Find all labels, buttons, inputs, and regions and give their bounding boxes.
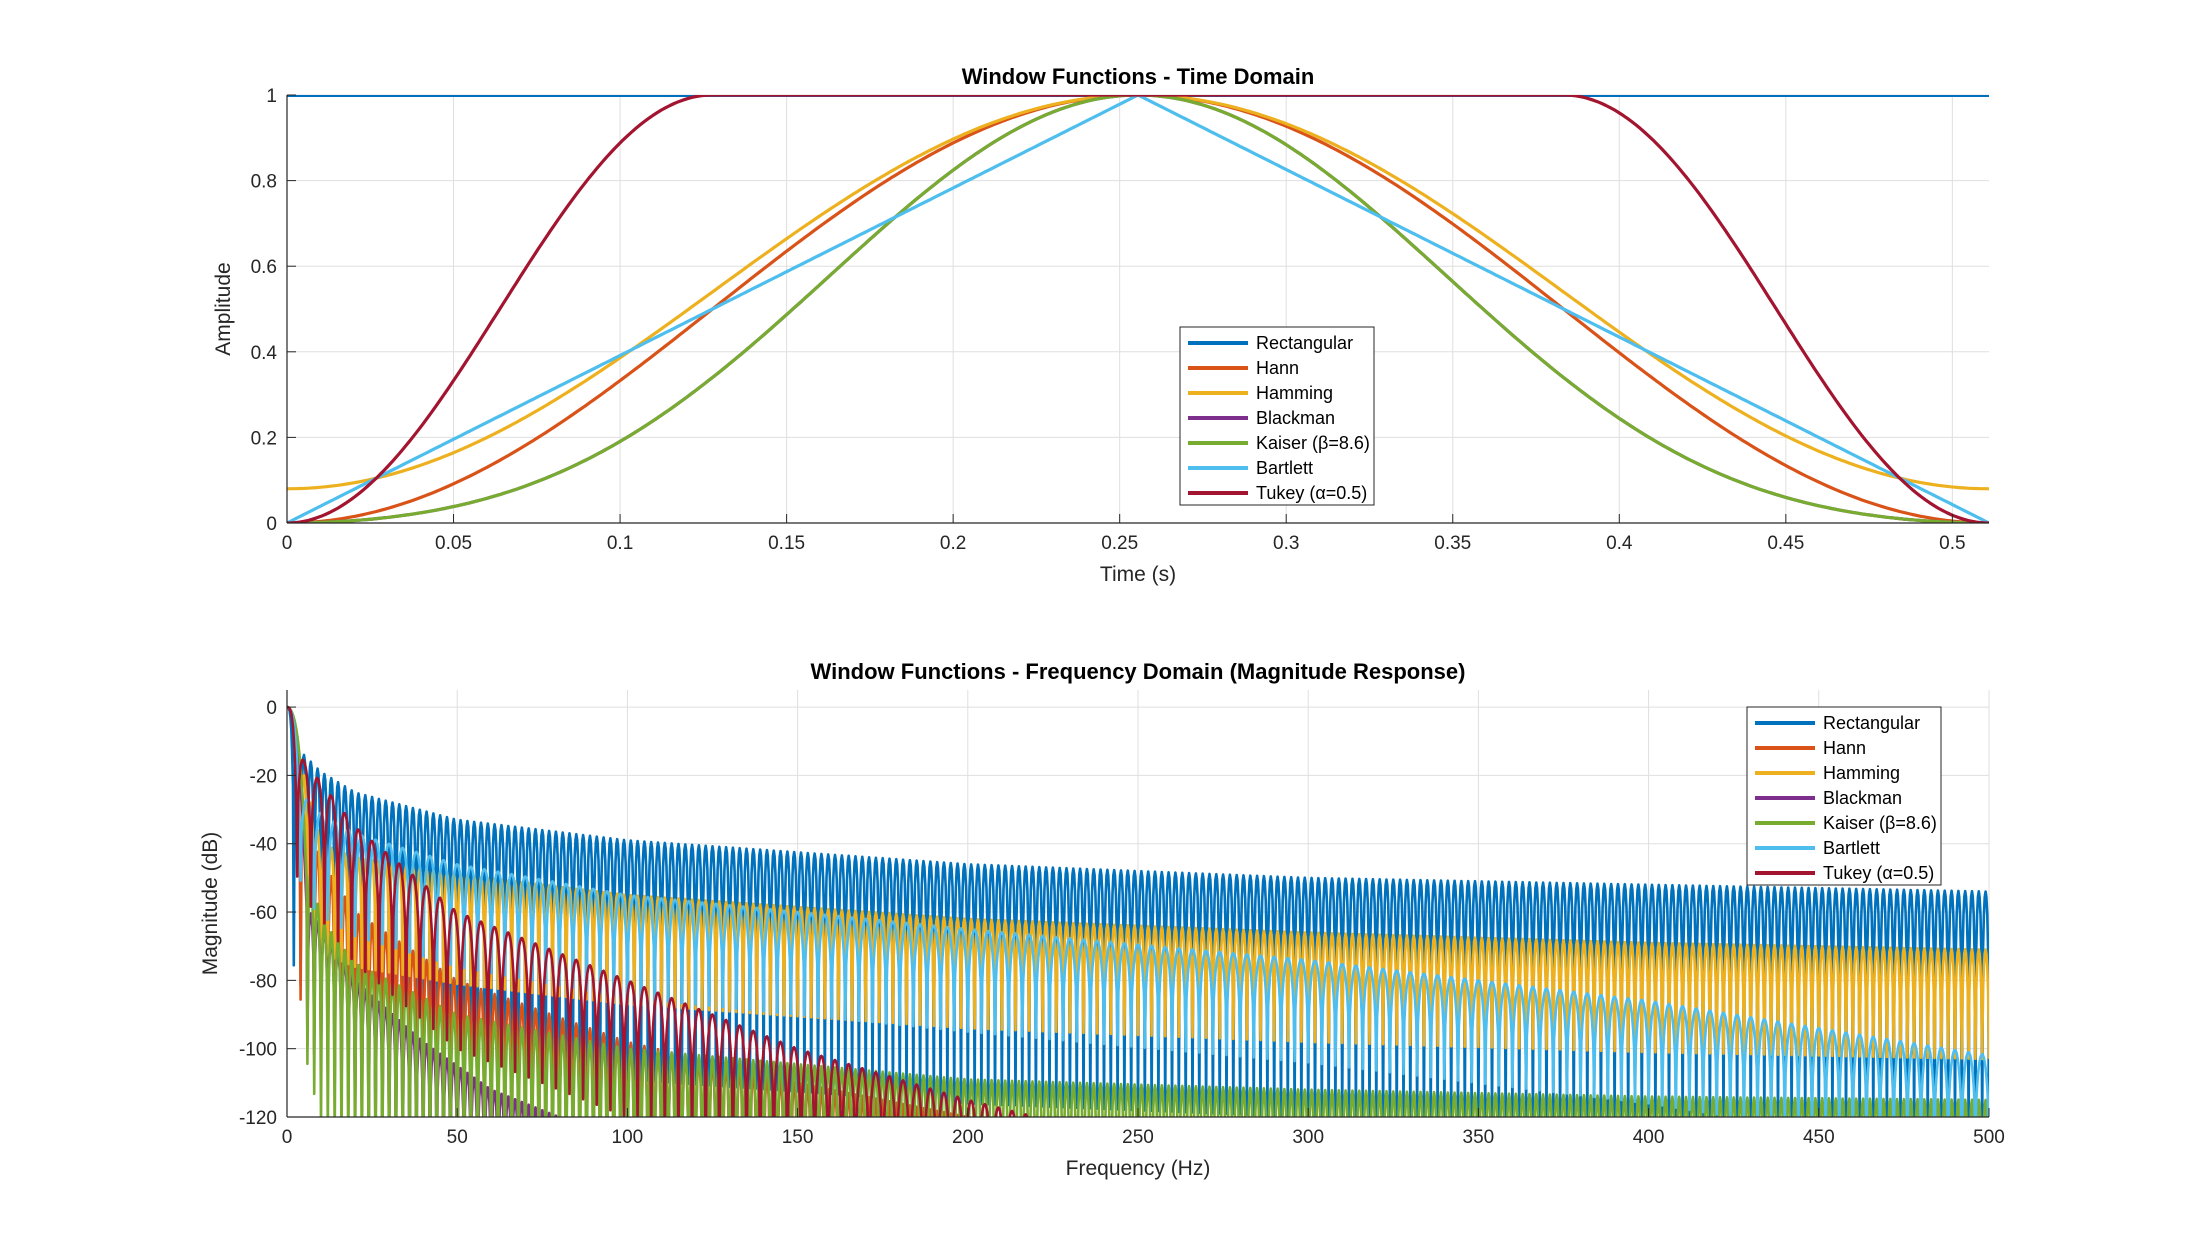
x-tick-label: 0.45: [1767, 533, 1804, 554]
x-tick-label: 0.15: [768, 533, 805, 554]
legend-entry: Tukey (α=0.5): [1823, 863, 1934, 883]
time-domain-chart: 0 0.05 0.1 0.15 0.2 0.25 0.3 0.35 0.4 0.45 0.5 0 0.2…: [212, 64, 1989, 586]
legend-entry: Hamming: [1823, 763, 1900, 783]
y-axis-label: Magnitude (dB): [199, 832, 222, 976]
y-tick-label: 0.6: [251, 257, 277, 278]
y-tick-label: -120: [239, 1108, 277, 1129]
x-tick-label: 150: [782, 1127, 814, 1148]
x-tick-label: 0.5: [1939, 533, 1965, 554]
y-tick-label: -60: [250, 903, 277, 924]
y-tick-label: 0: [266, 514, 277, 535]
x-tick-label: 450: [1803, 1127, 1835, 1148]
x-tick-label: 300: [1292, 1127, 1324, 1148]
chart-title: Window Functions - Frequency Domain (Mag…: [811, 659, 1466, 684]
x-tick-label: 0.2: [940, 533, 966, 554]
legend-entry: Kaiser (β=8.6): [1256, 433, 1370, 453]
legend-entry: Blackman: [1823, 788, 1902, 808]
legend: Rectangular Hann Hamming Blackman Kaiser (β=…: [1179, 326, 1375, 506]
y-tick-label: 0.2: [251, 428, 277, 449]
x-tick-label: 50: [447, 1127, 468, 1148]
legend-entry: Kaiser (β=8.6): [1823, 813, 1937, 833]
series-hamming: [287, 95, 1989, 491]
x-tick-label: 200: [952, 1127, 984, 1148]
x-tick-label: 250: [1122, 1127, 1154, 1148]
x-tick-label: 0: [282, 533, 293, 554]
y-tick-label: -100: [239, 1040, 277, 1061]
x-tick-label: 0.1: [607, 533, 633, 554]
series-tukey-0-5: [287, 705, 1029, 1117]
x-tick-label: 100: [612, 1127, 644, 1148]
series-hann: [287, 95, 1989, 523]
legend-entry: Hamming: [1256, 383, 1333, 403]
plot-area: [287, 95, 1989, 523]
y-tick-label: 0.4: [251, 343, 278, 364]
series-kaiser-8-6: [287, 95, 1989, 523]
legend-entry: Bartlett: [1823, 838, 1880, 858]
x-tick-label: 0.4: [1606, 533, 1633, 554]
legend: Rectangular Hann Hamming Blackman Kaiser (β=…: [1746, 706, 1942, 886]
y-tick-label: 0: [266, 698, 277, 719]
x-tick-label: 0.05: [435, 533, 472, 554]
legend-entry: Tukey (α=0.5): [1256, 483, 1367, 503]
series-tukey-0-5: [287, 95, 1989, 523]
y-axis-label: Amplitude: [212, 262, 235, 355]
x-tick-label: 0.25: [1101, 533, 1138, 554]
x-axis-label: Frequency (Hz): [1066, 1157, 1211, 1180]
x-tick-label: 0.35: [1434, 533, 1471, 554]
x-tick-label: 0: [282, 1127, 293, 1148]
frequency-domain-chart: 0 50 100 150 200 250 300 350 400 450 500 -120 -100 -8…: [199, 659, 2005, 1180]
x-tick-label: 400: [1633, 1127, 1665, 1148]
x-axis-label: Time (s): [1100, 563, 1176, 586]
series-bartlett: [287, 705, 1989, 1117]
x-tick-label: 0.3: [1273, 533, 1299, 554]
legend-entry: Hann: [1823, 738, 1866, 758]
legend-entry: Blackman: [1256, 408, 1335, 428]
legend-entry: Hann: [1256, 358, 1299, 378]
y-tick-label: -40: [250, 835, 277, 856]
legend-entry: Rectangular: [1256, 333, 1353, 353]
x-tick-label: 350: [1463, 1127, 1495, 1148]
x-tick-label: 500: [1973, 1127, 2005, 1148]
plot-series: [287, 95, 1989, 523]
series-bartlett: [287, 95, 1989, 523]
legend-entry: Rectangular: [1823, 713, 1920, 733]
y-tick-label: 0.8: [251, 172, 277, 193]
y-tick-label: 1: [266, 86, 277, 107]
y-tick-label: -80: [250, 971, 277, 992]
chart-title: Window Functions - Time Domain: [962, 64, 1315, 89]
legend-entry: Bartlett: [1256, 458, 1313, 478]
y-tick-label: -20: [250, 766, 277, 787]
